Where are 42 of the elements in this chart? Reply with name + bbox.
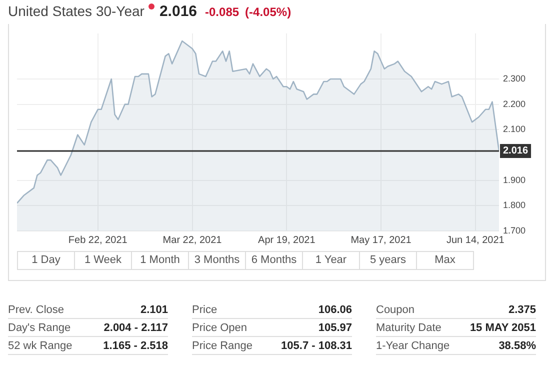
x-tick-label: Jun 14, 2021 [446, 234, 505, 246]
x-tick-label: Feb 22, 2021 [68, 234, 128, 246]
x-tick-label: Apr 19, 2021 [258, 234, 316, 246]
text: Coupon [376, 303, 415, 318]
text: Max [434, 253, 456, 268]
y-tick-label: 1.700 [503, 225, 526, 236]
y-tick-label: 1.800 [503, 200, 526, 210]
text: Price Open [192, 321, 248, 336]
text: 2.004 - 2.117 [104, 321, 168, 336]
text: Price Range [192, 339, 253, 354]
text: 1 Week [75, 252, 132, 269]
text: 5 years [360, 252, 417, 269]
text: 2.375 [508, 303, 536, 318]
text: 1 Year [303, 252, 360, 269]
x-tick-label: May 17, 2021 [350, 234, 412, 246]
text: 38.58% [498, 339, 536, 354]
text: Prev. Close [8, 303, 64, 318]
chart-title: United States 30-Year [8, 3, 144, 19]
text: 106.06 [318, 303, 352, 318]
text: 3 Months [189, 252, 246, 269]
text: Maturity Date [376, 321, 442, 336]
text: Day's Range [8, 321, 71, 336]
text: 15 MAY 2051 [470, 321, 536, 336]
y-tick-label: 2.100 [503, 124, 526, 134]
text: 105.7 - 108.31 [281, 339, 352, 354]
text: -0.085 [205, 5, 240, 19]
text: Price [192, 303, 218, 318]
y-tick-label: 2.300 [503, 73, 526, 84]
y-tick-label: 1.900 [503, 174, 526, 185]
text: 2.101 [140, 303, 168, 318]
text: 1.165 - 2.518 [103, 339, 168, 354]
text: 2.016 [159, 3, 198, 20]
text: (-4.05%) [245, 5, 292, 19]
y-tick-label: 2.200 [503, 98, 526, 109]
text: 52 wk Range [8, 339, 72, 354]
text: 6 Months [246, 252, 303, 269]
text: 1 Month [132, 252, 189, 269]
text: 1 Day [18, 252, 75, 269]
ref-line-label: 2.016 [503, 146, 528, 157]
text: 105.97 [318, 321, 352, 336]
text: 1-Year Change [376, 339, 450, 354]
x-tick-label: Mar 22, 2021 [162, 234, 222, 246]
